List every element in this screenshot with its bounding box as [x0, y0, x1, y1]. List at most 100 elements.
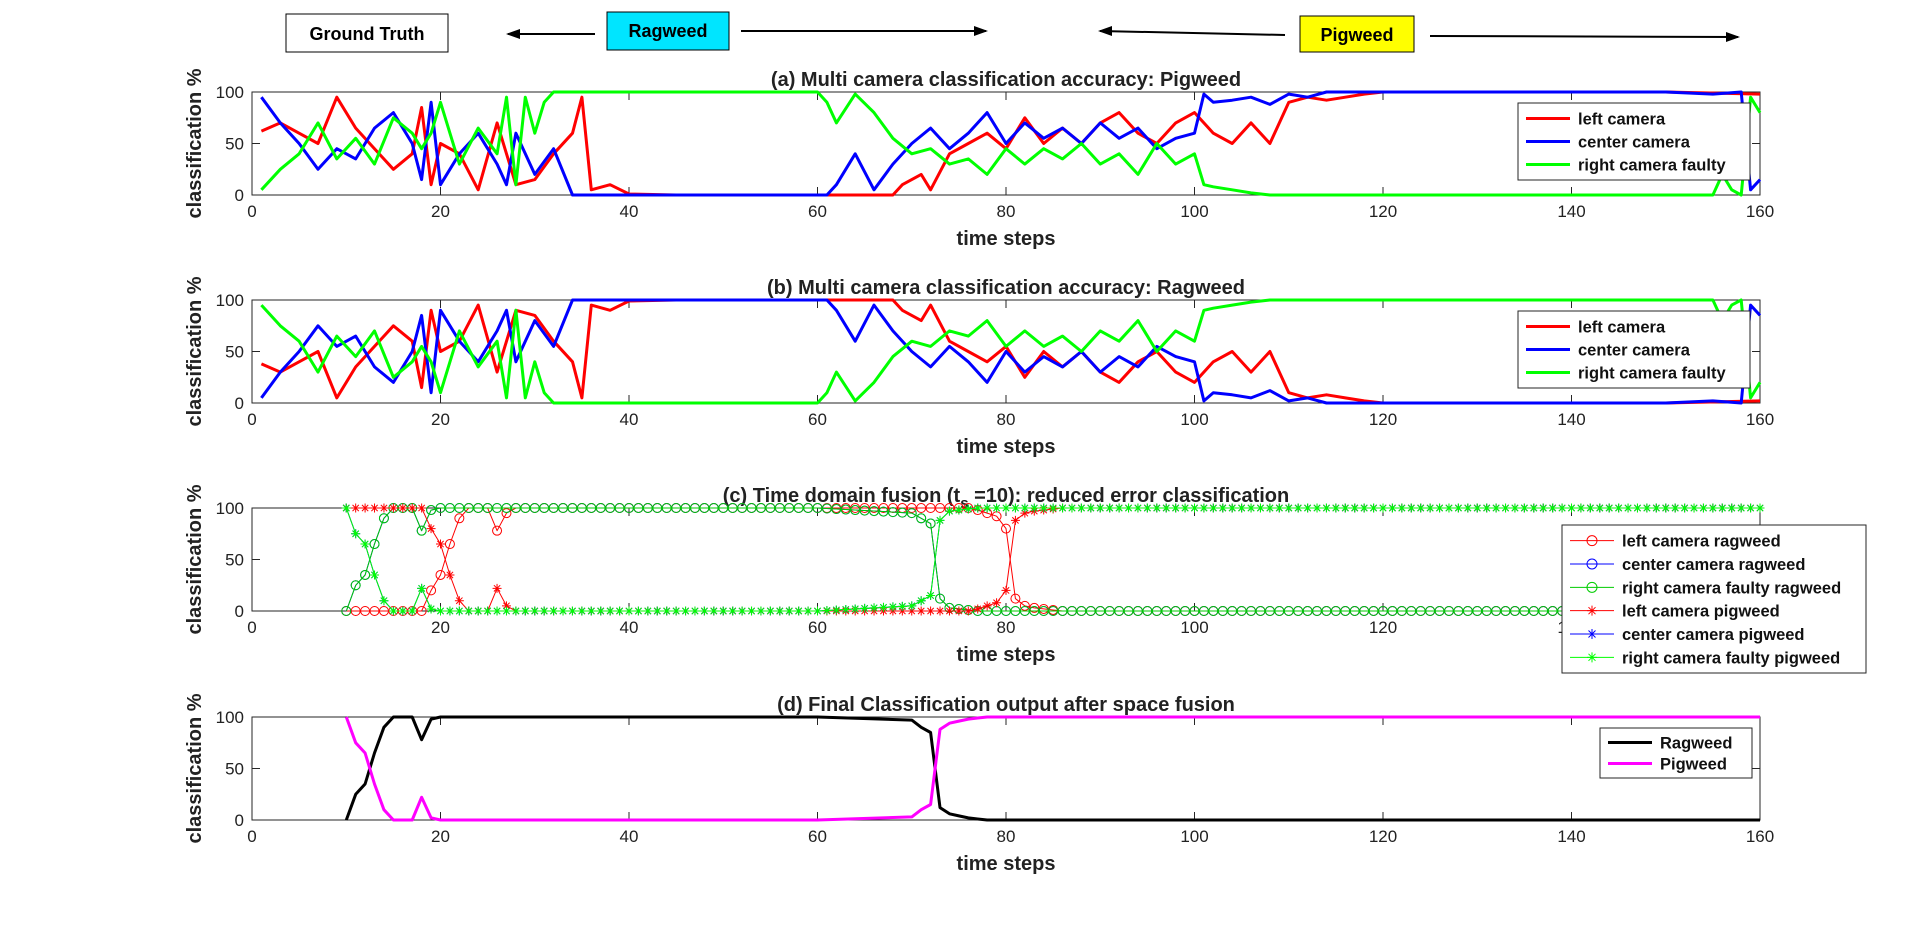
series-group-b — [260, 298, 1762, 405]
legend-label: center camera pigweed — [1622, 626, 1805, 644]
y-axis-label-d: classification % — [184, 693, 206, 843]
data-point — [530, 606, 540, 616]
ragweed-arrowhead-left — [506, 29, 520, 39]
data-point — [1010, 593, 1021, 604]
data-point — [1293, 503, 1303, 513]
data-point — [1576, 503, 1586, 513]
chart-title-a: (a) Multi camera classification accuracy… — [771, 69, 1241, 91]
chart-title-b: (b) Multi camera classification accuracy… — [767, 277, 1245, 299]
data-point — [1237, 503, 1247, 513]
data-point — [370, 570, 380, 580]
x-axis-label-c: time steps — [957, 644, 1056, 666]
data-point — [1453, 503, 1463, 513]
legend-label: center camera ragweed — [1622, 556, 1805, 574]
plot-area-c — [251, 507, 1761, 612]
data-point — [775, 606, 785, 616]
panels: (a) Multi camera classification accuracy… — [184, 68, 1867, 875]
data-point — [369, 539, 380, 550]
data-point — [1463, 503, 1473, 513]
data-point — [445, 606, 455, 616]
panel-c: (c) Time domain fusion (ts =10): reduced… — [184, 484, 1867, 674]
data-point — [699, 606, 709, 616]
x-tick-label: 20 — [431, 410, 450, 429]
data-point — [388, 503, 398, 513]
x-tick-label: 80 — [997, 410, 1016, 429]
x-tick-label: 100 — [1180, 827, 1208, 846]
data-point — [398, 503, 408, 513]
ragweed-label: Ragweed — [628, 21, 707, 41]
data-point — [1501, 503, 1511, 513]
data-point — [1359, 503, 1369, 513]
plot-area-d — [251, 716, 1761, 821]
data-point — [1086, 503, 1096, 513]
data-point — [426, 505, 437, 516]
data-point — [1312, 503, 1322, 513]
data-point — [1246, 503, 1256, 513]
data-point — [906, 508, 917, 519]
data-point — [831, 605, 841, 615]
data-point — [860, 603, 870, 613]
data-point — [1265, 503, 1275, 513]
pigweed-arrowhead-right — [1726, 32, 1740, 42]
data-point — [398, 606, 408, 616]
data-point — [454, 596, 464, 606]
data-point — [803, 606, 813, 616]
data-point — [681, 606, 691, 616]
data-point — [709, 606, 719, 616]
data-point — [850, 604, 860, 614]
y-tick-label: 0 — [235, 186, 244, 205]
legend-marker — [1586, 535, 1598, 547]
x-tick-label: 160 — [1746, 410, 1774, 429]
chart-title-d: (d) Final Classification output after sp… — [777, 694, 1235, 716]
x-tick-label: 80 — [997, 827, 1016, 846]
data-point — [841, 604, 851, 614]
data-point — [520, 606, 530, 616]
data-point — [1435, 503, 1445, 513]
ground-truth-box — [285, 13, 449, 53]
legend-marker — [1586, 581, 1598, 593]
data-point — [1331, 503, 1341, 513]
data-point — [916, 596, 926, 606]
legend-b: left camera center camera right camera fau… — [1517, 310, 1751, 389]
data-point — [1491, 503, 1501, 513]
ragweed-box — [606, 11, 730, 51]
x-tick-label: 60 — [808, 827, 827, 846]
legend-d: Ragweed Pigweed — [1599, 727, 1753, 779]
ragweed-arrowhead-right — [974, 26, 988, 36]
legend-box — [1599, 727, 1753, 779]
data-point — [765, 606, 775, 616]
x-tick-label: 100 — [1180, 202, 1208, 221]
x-tick-label: 20 — [431, 202, 450, 221]
data-point — [492, 583, 502, 593]
data-point — [737, 606, 747, 616]
series-group-c — [341, 503, 1765, 616]
data-point — [1736, 503, 1746, 513]
data-point — [1020, 508, 1030, 518]
data-point — [963, 606, 973, 616]
data-point — [888, 602, 898, 612]
data-point — [492, 525, 503, 536]
data-point — [379, 503, 389, 513]
data-point — [1029, 503, 1039, 513]
legend-marker — [1587, 629, 1597, 639]
legend-label: left camera ragweed — [1622, 533, 1781, 551]
x-tick-label: 140 — [1557, 827, 1585, 846]
data-point — [718, 606, 728, 616]
data-point — [360, 539, 370, 549]
data-point — [671, 606, 681, 616]
data-point — [1406, 503, 1416, 513]
data-point — [558, 606, 568, 616]
x-tick-label: 140 — [1557, 202, 1585, 221]
data-point — [1604, 503, 1614, 513]
data-point — [388, 606, 398, 616]
data-point — [1378, 503, 1388, 513]
data-point — [1708, 503, 1718, 513]
data-point — [341, 606, 352, 616]
x-tick-label: 0 — [247, 410, 256, 429]
data-point — [925, 518, 936, 529]
data-point — [1548, 503, 1558, 513]
data-point — [1567, 503, 1576, 513]
x-axis-label-d: time steps — [957, 853, 1056, 875]
data-point — [756, 606, 766, 616]
data-point — [501, 606, 511, 616]
